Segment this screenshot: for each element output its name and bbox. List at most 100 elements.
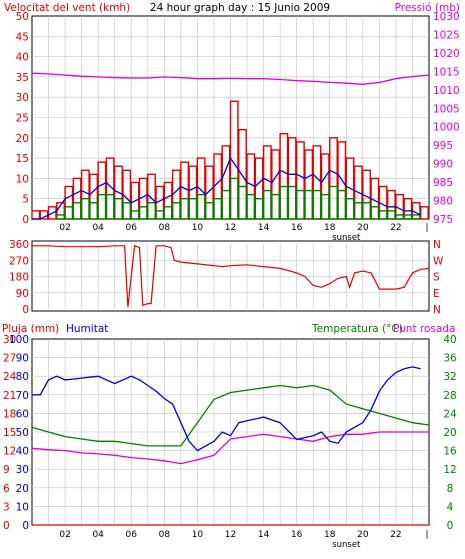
wind-bar (163, 206, 173, 220)
wind-bar (320, 193, 330, 220)
wind-bar (122, 202, 132, 220)
temperature-tick-label: 4 (447, 501, 454, 513)
time-tick-label: 16 (291, 223, 303, 233)
wind-tick-label: 5 (22, 194, 29, 206)
direction-compass-label: N (433, 304, 441, 316)
wind-bar (254, 197, 264, 220)
humidity-line (32, 366, 421, 452)
humidity-tick-label: 70 (16, 390, 29, 402)
wind-bar (80, 197, 90, 220)
time-tick-label: 08 (159, 223, 171, 233)
wind-speed-label: Velocitat del vent (kmh) (4, 2, 130, 14)
rain-tick-label: 6 (3, 483, 10, 495)
wind-bar (72, 202, 82, 220)
time-tick-label: 04 (92, 223, 104, 233)
temperature-tick-label: 28 (443, 390, 456, 402)
wind-tick-label: 50 (16, 11, 29, 23)
wind-tick-label: 10 (16, 173, 29, 185)
wind-bar (130, 210, 140, 220)
time-tick-label: 18 (324, 223, 336, 233)
direction-degree-label: 90 (16, 288, 29, 300)
wind-tick-label: 20 (16, 133, 29, 145)
wind-bar (420, 206, 429, 220)
wind-tick-label: 25 (16, 113, 29, 125)
wind-bar (221, 189, 231, 220)
wind-bar (329, 185, 338, 220)
rain-tick-label: 15 (3, 427, 16, 439)
time-tick-label: 12 (225, 223, 236, 233)
wind-tick-label: 15 (16, 153, 29, 165)
direction-compass-label: E (433, 288, 440, 300)
time-tick-label: 06 (126, 223, 138, 233)
wind-tick-label: 0 (22, 214, 29, 226)
wind-tick-label: 30 (16, 92, 29, 104)
rain-tick-label: 21 (3, 390, 16, 402)
humidity-tick-label: 30 (16, 464, 29, 476)
direction-degree-label: 180 (9, 272, 29, 284)
dewpoint-label: Punt rosada (393, 323, 455, 335)
direction-degree-label: 360 (9, 239, 29, 251)
wind-average-line (32, 156, 421, 220)
direction-degree-ticks: 0 90 180 270 360 (9, 239, 29, 316)
temperature-tick-label: 20 (443, 427, 456, 439)
wind-bar (171, 202, 181, 220)
humidity-label: Humitat (66, 323, 108, 335)
time-tick-label: 02 (59, 223, 70, 233)
temperature-tick-label: 40 (443, 334, 456, 346)
wind-bar (287, 185, 297, 220)
time-tick-label: 04 (92, 530, 104, 540)
wind-bar (295, 189, 305, 220)
direction-compass-label: S (433, 272, 440, 284)
pressure-tick-label: 980 (433, 196, 453, 208)
graph-title: 24 hour graph day : 15 Junio 2009 (150, 2, 330, 14)
wind-bar (312, 189, 322, 220)
wind-bar (105, 193, 115, 220)
wind-bar (89, 202, 99, 220)
direction-degree-label: 0 (22, 304, 29, 316)
temperature-line (31, 384, 430, 447)
wind-tick-label: 45 (16, 31, 29, 43)
wind-bar (155, 210, 165, 220)
temperature-tick-label: 0 (447, 520, 454, 532)
wind-bar (362, 202, 371, 220)
pressure-tick-label: 1030 (433, 11, 460, 23)
pressure-tick-label: 1010 (433, 85, 460, 97)
time-end-marker: | (425, 530, 428, 540)
humidity-tick-label: 50 (16, 427, 29, 439)
wind-bar (97, 193, 107, 220)
wind-speed-bars (56, 177, 421, 220)
humidity-tick-label: 20 (16, 483, 29, 495)
wind-bar (213, 197, 223, 220)
time-tick-label: 18 (324, 530, 336, 540)
pressure-label: Pressió (mb) (395, 2, 460, 14)
humidity-tick-label: 100 (9, 334, 29, 346)
wind-tick-label: 40 (16, 52, 29, 64)
rain-tick-label: 3 (3, 501, 10, 513)
temperature-tick-label: 24 (443, 408, 457, 420)
wind-tick-label: 35 (16, 72, 29, 84)
wind-bar (56, 214, 65, 220)
time-tick-label: 22 (390, 530, 401, 540)
wind-time-axis: 02 04 06 08 10 12 14 16 18 20 22 | (59, 223, 428, 233)
humidity-tick-label: 40 (16, 446, 29, 458)
wind-axis-ticks: 0 5 10 15 20 25 30 35 40 45 50 (16, 11, 29, 226)
wind-direction-line (32, 244, 430, 308)
pressure-tick-label: 975 (433, 214, 453, 226)
humidity-axis-ticks: 0 10 20 30 40 50 60 70 80 90 100 (9, 334, 29, 532)
time-tick-label: 16 (291, 530, 303, 540)
wind-bar (246, 193, 256, 220)
wind-bar (188, 197, 198, 220)
temperature-tick-label: 32 (443, 371, 456, 383)
direction-compass-label: N (433, 239, 441, 251)
pressure-line (31, 72, 430, 85)
dewpoint-line (31, 431, 429, 465)
wind-bar (196, 193, 206, 220)
sunset-annotation: sunset (332, 540, 361, 550)
time-tick-label: 10 (192, 530, 204, 540)
wind-bar (345, 197, 355, 220)
rain-label: Pluja (mm) (2, 323, 59, 335)
rain-axis-ticks: 0 3 6 9 12 15 18 21 24 27 30 (3, 334, 17, 532)
